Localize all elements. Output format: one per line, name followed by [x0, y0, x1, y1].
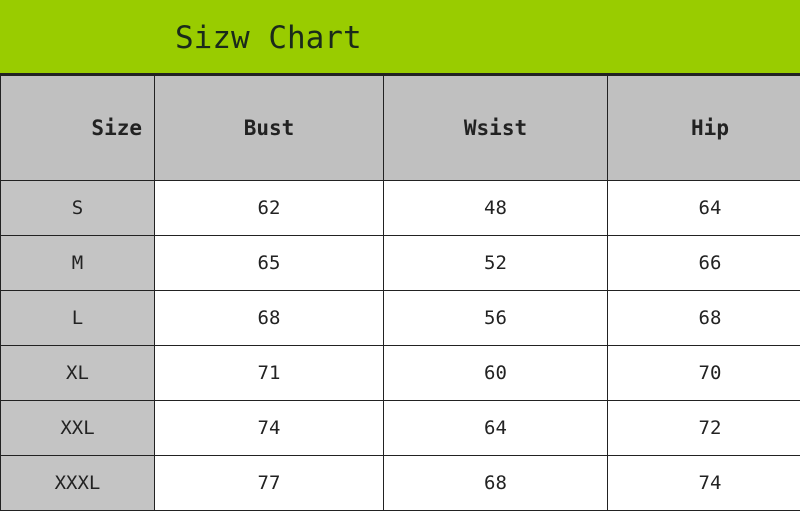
value-cell-hip: 64	[607, 180, 800, 236]
value-cell-hip: 74	[607, 455, 800, 511]
title-banner: Sizw Chart	[0, 0, 800, 75]
value-cell-wsist: 60	[383, 345, 608, 401]
table-row: XXXL 77 68 74	[0, 455, 800, 511]
value-cell-wsist: 68	[383, 455, 608, 511]
size-cell: L	[0, 290, 155, 346]
value-cell-bust: 62	[154, 180, 384, 236]
value-cell-hip: 72	[607, 400, 800, 456]
value-cell-wsist: 56	[383, 290, 608, 346]
value-cell-wsist: 64	[383, 400, 608, 456]
size-cell: M	[0, 235, 155, 291]
table-row: XXL 74 64 72	[0, 400, 800, 456]
chart-title: Sizw Chart	[175, 20, 362, 56]
value-cell-hip: 66	[607, 235, 800, 291]
header-row: Size Bust Wsist Hip	[0, 75, 800, 181]
size-table: Size Bust Wsist Hip S 62 48 64 M 65 52 66 L 68 56 68 XL…	[0, 75, 800, 511]
table-row: L 68 56 68	[0, 290, 800, 346]
column-header-hip: Hip	[607, 75, 800, 181]
column-header-size: Size	[0, 75, 155, 181]
size-cell: XXL	[0, 400, 155, 456]
size-cell: XXXL	[0, 455, 155, 511]
value-cell-wsist: 48	[383, 180, 608, 236]
table-row: XL 71 60 70	[0, 345, 800, 401]
value-cell-bust: 77	[154, 455, 384, 511]
size-cell: XL	[0, 345, 155, 401]
column-header-bust: Bust	[154, 75, 384, 181]
table-row: M 65 52 66	[0, 235, 800, 291]
value-cell-hip: 70	[607, 345, 800, 401]
value-cell-bust: 68	[154, 290, 384, 346]
column-header-wsist: Wsist	[383, 75, 608, 181]
value-cell-bust: 71	[154, 345, 384, 401]
value-cell-hip: 68	[607, 290, 800, 346]
size-cell: S	[0, 180, 155, 236]
value-cell-bust: 65	[154, 235, 384, 291]
table-row: S 62 48 64	[0, 180, 800, 236]
value-cell-bust: 74	[154, 400, 384, 456]
value-cell-wsist: 52	[383, 235, 608, 291]
